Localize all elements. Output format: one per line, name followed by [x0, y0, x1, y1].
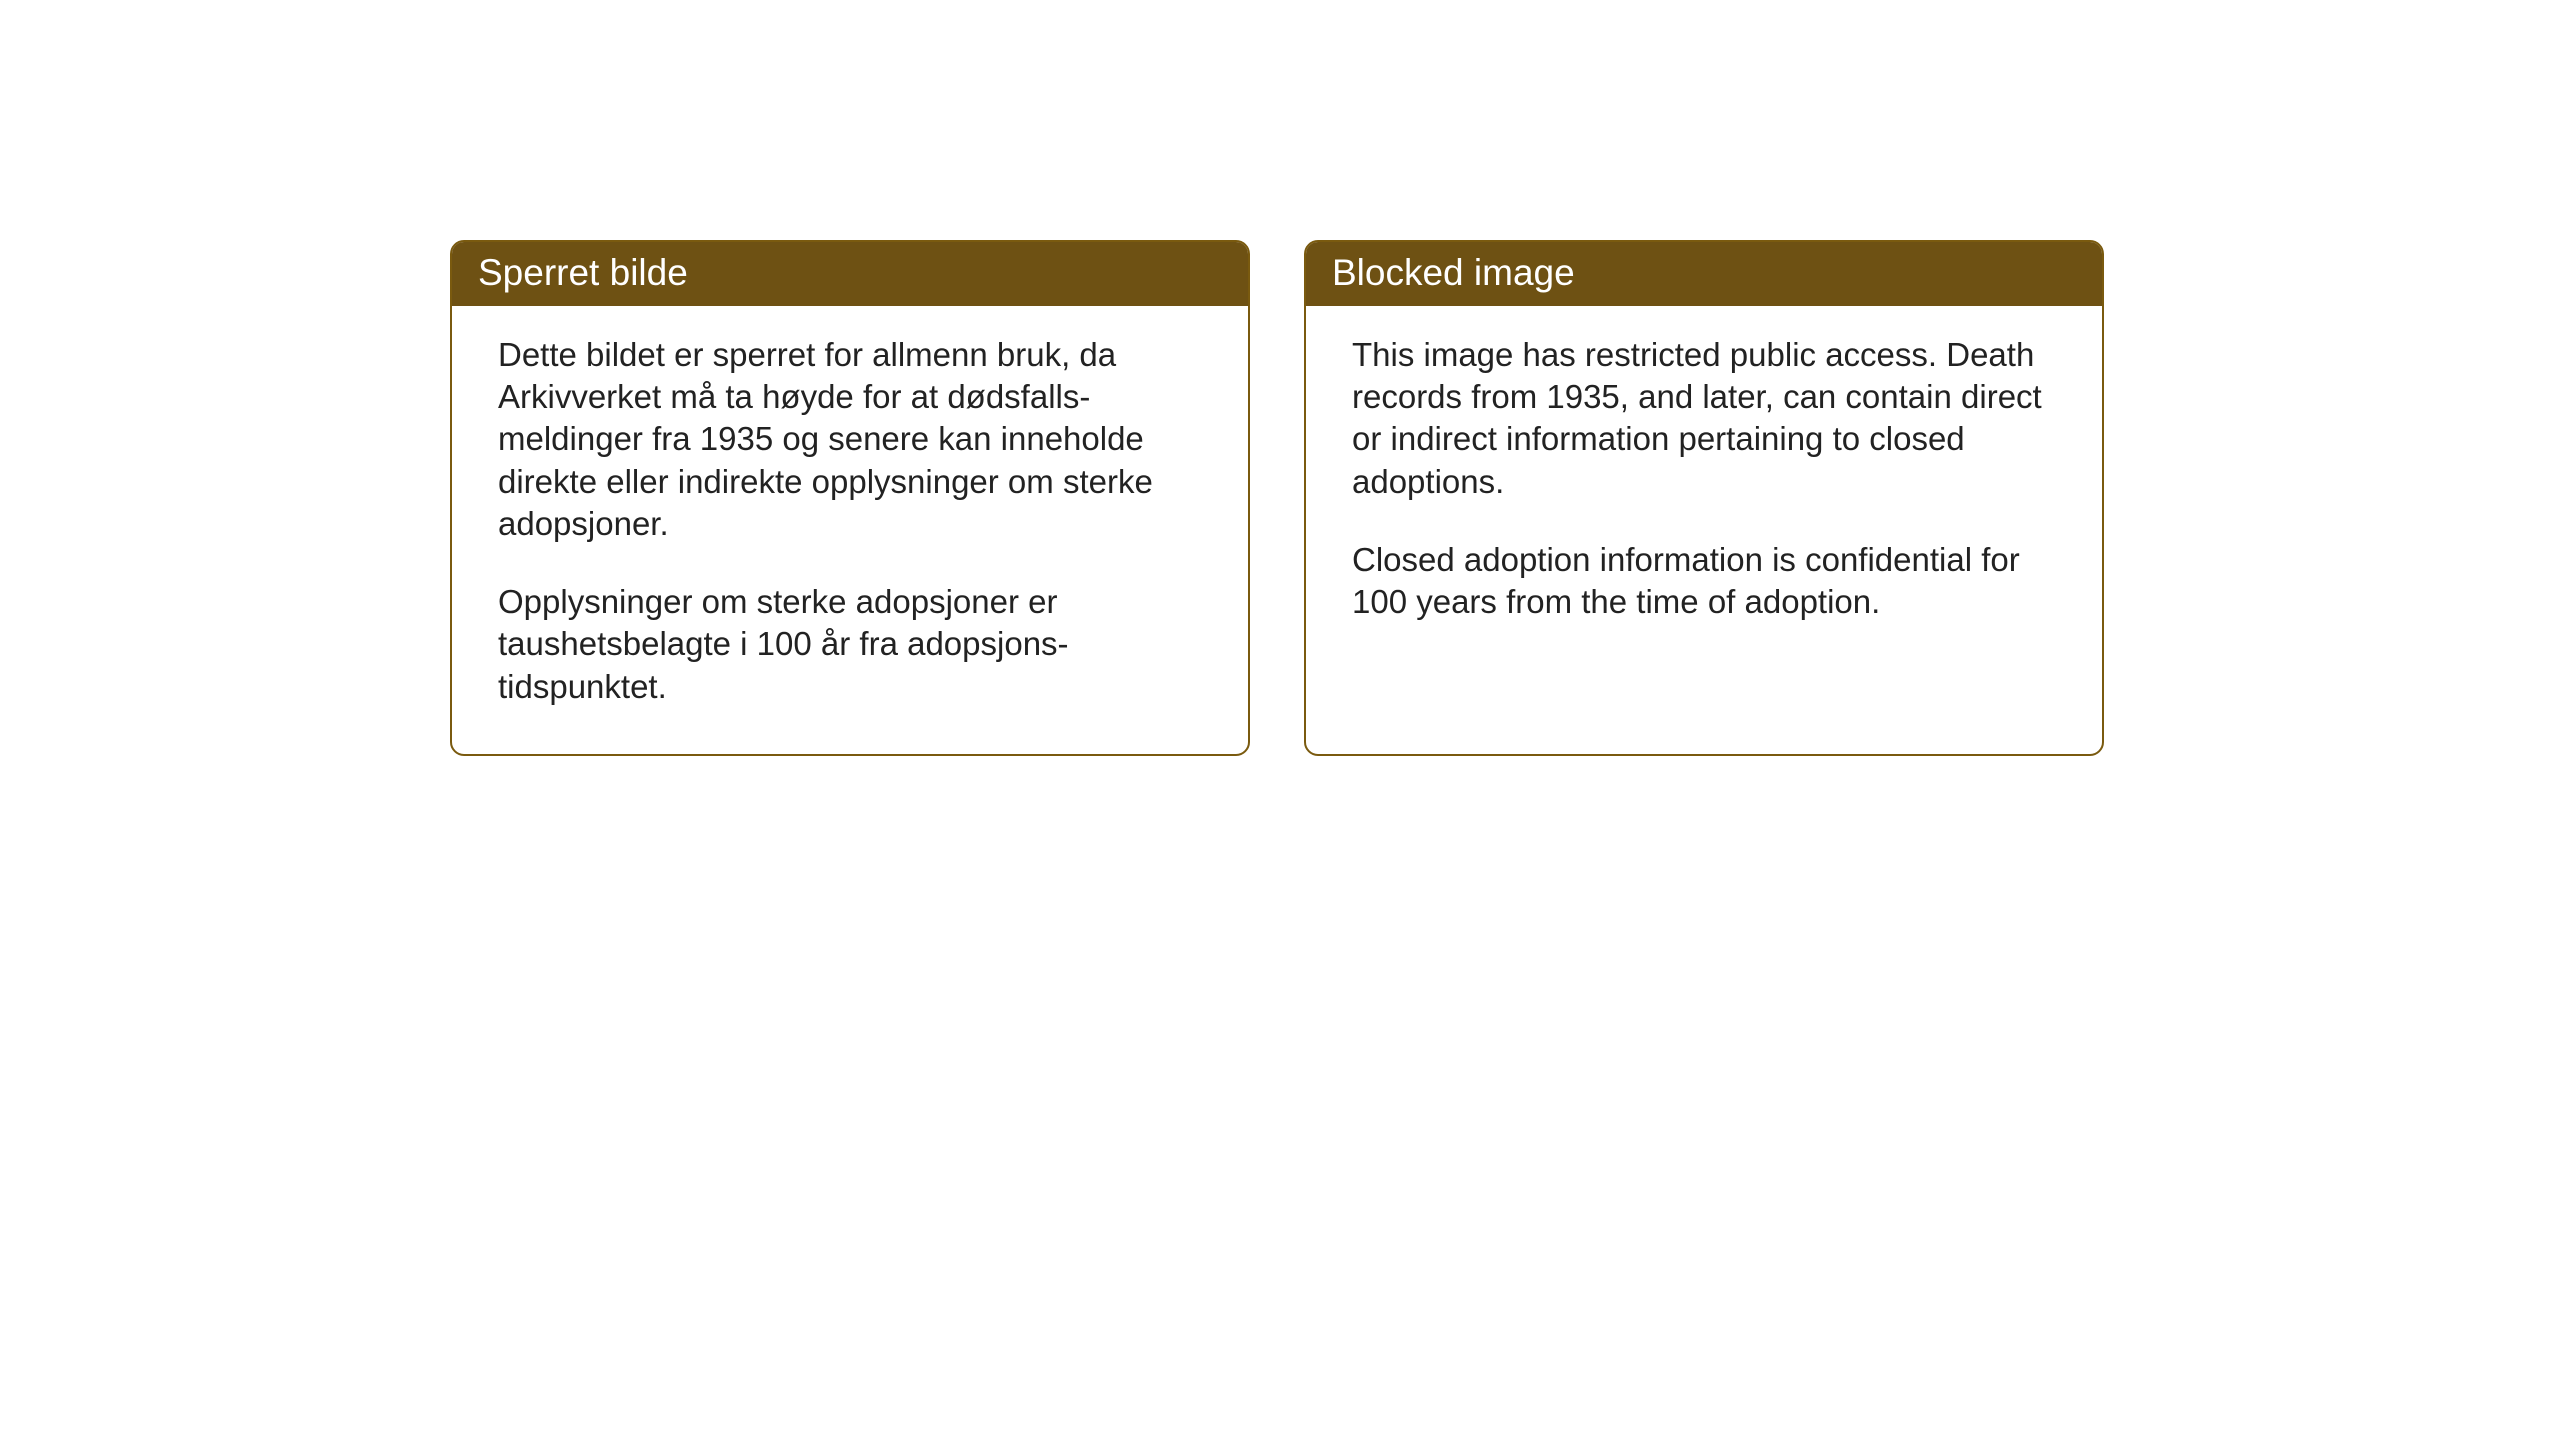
card-norwegian: Sperret bilde Dette bildet er sperret fo…: [450, 240, 1250, 756]
card-norwegian-header: Sperret bilde: [452, 242, 1248, 306]
card-norwegian-paragraph-2: Opplysninger om sterke adopsjoner er tau…: [498, 581, 1206, 708]
cards-container: Sperret bilde Dette bildet er sperret fo…: [450, 240, 2560, 756]
card-norwegian-paragraph-1: Dette bildet er sperret for allmenn bruk…: [498, 334, 1206, 545]
card-english: Blocked image This image has restricted …: [1304, 240, 2104, 756]
card-english-body: This image has restricted public access.…: [1306, 306, 2102, 669]
card-english-paragraph-1: This image has restricted public access.…: [1352, 334, 2060, 503]
card-english-paragraph-2: Closed adoption information is confident…: [1352, 539, 2060, 623]
card-norwegian-body: Dette bildet er sperret for allmenn bruk…: [452, 306, 1248, 754]
card-english-header: Blocked image: [1306, 242, 2102, 306]
